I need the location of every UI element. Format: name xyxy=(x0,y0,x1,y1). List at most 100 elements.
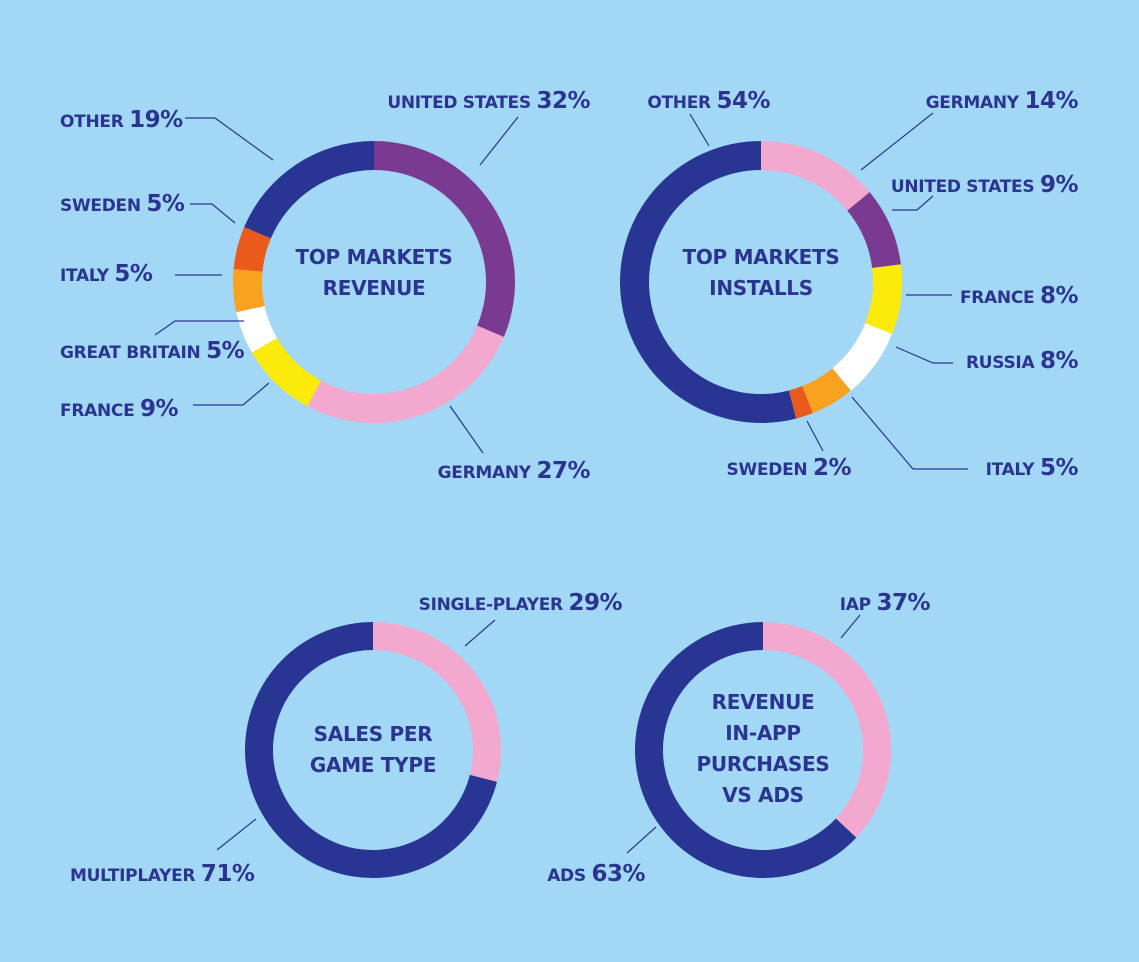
chart-title-line: TOP MARKETS xyxy=(683,245,840,269)
slice-france xyxy=(251,338,322,407)
leader-line-multiplayer xyxy=(216,818,257,851)
chart-title-line: REVENUE xyxy=(323,276,426,300)
slice-value: 9% xyxy=(140,396,179,422)
slice-name: IAP xyxy=(840,595,877,615)
leader-line-germany xyxy=(860,112,934,171)
slice-name: MULTIPLAYER xyxy=(70,866,201,886)
chart-title-line: INSTALLS xyxy=(709,276,813,300)
slice-italy xyxy=(233,268,265,313)
slice-united-states xyxy=(847,192,901,268)
slice-label-great-britain: GREAT BRITAIN 5% xyxy=(60,338,245,364)
donut-chart-4: REVENUE IN-APP PURCHASES VS ADS IAP 37% ADS 6… xyxy=(547,590,931,887)
slice-label-single-player: SINGLE-PLAYER 29% xyxy=(419,590,623,616)
leader-line-great-britain xyxy=(154,320,244,336)
slice-label-italy: ITALY 5% xyxy=(60,261,153,287)
chart-title-line: VS ADS xyxy=(722,783,804,807)
leader-line-single-player xyxy=(464,619,496,647)
slice-label-france: FRANCE 8% xyxy=(960,283,1079,309)
slice-sweden xyxy=(233,227,271,272)
leader-line-sweden xyxy=(190,203,236,224)
slice-label-sweden: SWEDEN 5% xyxy=(60,191,185,217)
slice-other xyxy=(244,141,374,239)
slice-ads xyxy=(635,622,857,878)
slice-value: 5% xyxy=(146,191,185,217)
slice-label-ads: ADS 63% xyxy=(547,861,645,887)
slice-name: GERMANY xyxy=(926,93,1025,113)
slice-label-multiplayer: MULTIPLAYER 71% xyxy=(70,861,255,887)
slice-value: 71% xyxy=(201,861,255,887)
slice-value: 2% xyxy=(813,455,852,481)
slice-value: 5% xyxy=(206,338,245,364)
slice-single-player xyxy=(373,622,501,782)
leader-line-iap xyxy=(840,614,861,639)
slice-name: SINGLE-PLAYER xyxy=(419,595,569,615)
slice-label-france: FRANCE 9% xyxy=(60,396,179,422)
leader-line-other xyxy=(185,117,274,161)
donut-chart-3: SALES PER GAME TYPE SINGLE-PLAYER 29% MULTI… xyxy=(70,590,623,887)
slice-value: 9% xyxy=(1040,172,1079,198)
leader-line-united-states xyxy=(892,195,934,211)
slice-sweden xyxy=(788,386,813,419)
chart-title-line: PURCHASES xyxy=(697,752,830,776)
slice-germany xyxy=(761,141,870,211)
slice-value: 29% xyxy=(568,590,622,616)
slice-name: SWEDEN xyxy=(60,196,146,216)
slice-germany xyxy=(307,325,504,423)
slice-name: UNITED STATES xyxy=(387,93,536,113)
slice-value: 32% xyxy=(536,88,590,114)
slice-name: GERMANY xyxy=(438,463,537,483)
leader-line-russia xyxy=(895,346,953,364)
slice-value: 19% xyxy=(129,107,183,133)
slice-value: 54% xyxy=(716,88,770,114)
chart-title-line: TOP MARKETS xyxy=(296,245,453,269)
slice-name: RUSSIA xyxy=(966,353,1040,373)
chart-title-line: SALES PER xyxy=(314,722,433,746)
slice-name: OTHER xyxy=(60,112,129,132)
slice-value: 8% xyxy=(1040,283,1079,309)
slice-label-russia: RUSSIA 8% xyxy=(966,348,1078,374)
slice-other xyxy=(619,141,797,423)
slice-label-italy: ITALY 5% xyxy=(986,455,1079,481)
slice-name: SWEDEN xyxy=(727,460,813,480)
slice-label-germany: GERMANY 27% xyxy=(438,458,591,484)
chart-title-line: GAME TYPE xyxy=(310,753,436,777)
slice-label-united-states: UNITED STATES 9% xyxy=(891,172,1079,198)
donut-chart-2: TOP MARKETS INSTALLS GERMANY 14% UNITED STA… xyxy=(619,88,1079,481)
slice-name: ITALY xyxy=(60,266,114,286)
slice-united-states xyxy=(374,141,515,337)
slice-value: 63% xyxy=(591,861,645,887)
slice-france xyxy=(865,264,902,334)
chart-title-line: REVENUE xyxy=(712,690,815,714)
slice-italy xyxy=(802,368,851,414)
donut-chart-1: TOP MARKETS REVENUE UNITED STATES 32% GERMA… xyxy=(60,88,591,484)
slice-label-other: OTHER 19% xyxy=(60,107,183,133)
slice-value: 5% xyxy=(1040,455,1079,481)
slice-label-germany: GERMANY 14% xyxy=(926,88,1079,114)
slice-value: 8% xyxy=(1040,348,1079,374)
slice-name: ADS xyxy=(547,866,591,886)
leader-line-united-states xyxy=(479,116,519,166)
slice-value: 14% xyxy=(1024,88,1078,114)
leader-line-italy xyxy=(851,396,968,470)
slice-name: ITALY xyxy=(986,460,1040,480)
slice-name: GREAT BRITAIN xyxy=(60,343,206,363)
slice-name: UNITED STATES xyxy=(891,177,1040,197)
slice-russia xyxy=(832,323,893,391)
slice-value: 37% xyxy=(876,590,930,616)
slice-name: OTHER xyxy=(647,93,716,113)
slice-great-britain xyxy=(236,305,278,353)
leader-line-ads xyxy=(626,826,657,854)
slice-name: FRANCE xyxy=(60,401,140,421)
slice-label-sweden: SWEDEN 2% xyxy=(727,455,852,481)
slice-value: 27% xyxy=(536,458,590,484)
leader-line-germany xyxy=(449,405,484,454)
slice-name: FRANCE xyxy=(960,288,1040,308)
slice-label-other: OTHER 54% xyxy=(647,88,770,114)
slice-label-iap: IAP 37% xyxy=(840,590,931,616)
leader-line-other xyxy=(689,113,710,147)
leader-line-sweden xyxy=(806,420,824,452)
slice-iap xyxy=(763,622,891,838)
slice-label-united-states: UNITED STATES 32% xyxy=(387,88,590,114)
chart-title-line: IN-APP xyxy=(725,721,800,745)
